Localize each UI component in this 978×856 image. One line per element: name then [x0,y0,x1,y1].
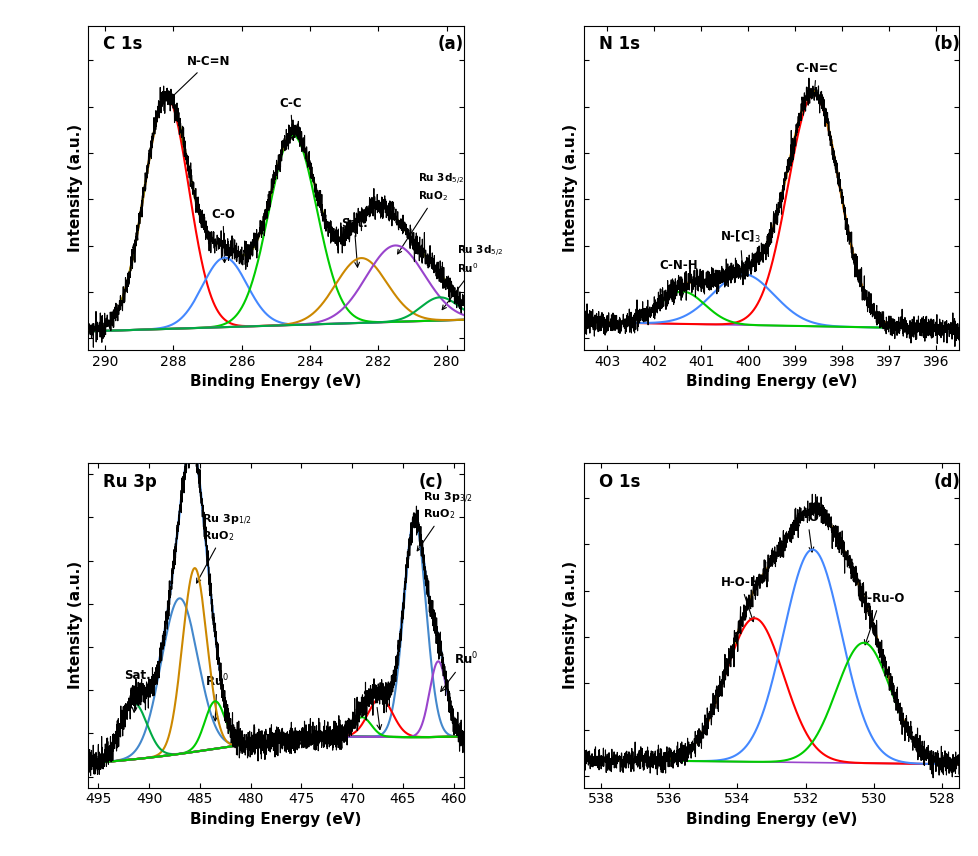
Text: (d): (d) [932,473,959,491]
Text: O 1s: O 1s [599,473,640,491]
Text: Ru$^0$: Ru$^0$ [204,672,229,721]
X-axis label: Binding Energy (eV): Binding Energy (eV) [686,374,857,389]
Text: (b): (b) [932,35,959,53]
Text: Sat.: Sat. [362,689,388,729]
Text: C-O: C-O [211,208,235,263]
Text: Sat.: Sat. [340,217,367,267]
Y-axis label: Intensity (a.u.): Intensity (a.u.) [67,124,82,252]
Text: H-O-H: H-O-H [720,576,759,621]
Text: N-C=N: N-C=N [169,55,231,99]
Text: (a): (a) [437,35,463,53]
Text: O-Ru-O: O-Ru-O [856,592,904,645]
X-axis label: Binding Energy (eV): Binding Energy (eV) [190,812,361,827]
Text: Ru 3d$_{5/2}$
RuO$_2$: Ru 3d$_{5/2}$ RuO$_2$ [397,172,464,254]
Y-axis label: Intensity (a.u.): Intensity (a.u.) [562,562,578,689]
Text: C 1s: C 1s [103,35,143,53]
Text: Sat.: Sat. [123,669,151,712]
Text: C-O: C-O [795,511,819,552]
Text: Ru$^0$: Ru$^0$ [440,651,477,692]
Text: Ru 3p$_{3/2}$
RuO$_2$: Ru 3p$_{3/2}$ RuO$_2$ [417,491,472,550]
Text: N-[C]$_3$: N-[C]$_3$ [719,229,760,279]
Text: (c): (c) [419,473,443,491]
Y-axis label: Intensity (a.u.): Intensity (a.u.) [67,562,82,689]
Text: Ru 3p$_{1/2}$
RuO$_2$: Ru 3p$_{1/2}$ RuO$_2$ [197,513,251,583]
Text: N 1s: N 1s [599,35,640,53]
X-axis label: Binding Energy (eV): Binding Energy (eV) [190,374,361,389]
Text: C-N-H: C-N-H [658,259,697,297]
Text: C-N=C: C-N=C [794,62,837,96]
X-axis label: Binding Energy (eV): Binding Energy (eV) [686,812,857,827]
Text: Ru 3p: Ru 3p [103,473,156,491]
Y-axis label: Intensity (a.u.): Intensity (a.u.) [562,124,578,252]
Text: Ru 3d$_{5/2}$
Ru$^0$: Ru 3d$_{5/2}$ Ru$^0$ [442,244,503,310]
Text: C-C: C-C [279,97,301,140]
